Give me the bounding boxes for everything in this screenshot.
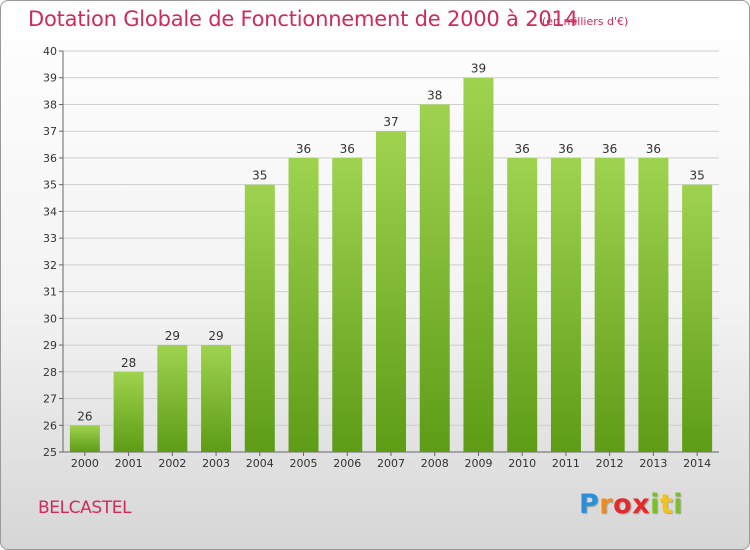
bar-2008 bbox=[419, 104, 450, 452]
logo-letter: P bbox=[579, 489, 600, 520]
x-tick-label: 2009 bbox=[464, 457, 492, 470]
x-tick-label: 2000 bbox=[71, 457, 99, 470]
bar-2013 bbox=[638, 157, 669, 452]
bar-2001 bbox=[113, 371, 144, 452]
y-tick-label: 37 bbox=[43, 125, 57, 138]
y-tick-label: 29 bbox=[43, 339, 57, 352]
bar-2002 bbox=[157, 345, 188, 452]
x-tick-label: 2001 bbox=[115, 457, 143, 470]
x-tick-label: 2010 bbox=[508, 457, 536, 470]
data-label: 36 bbox=[646, 142, 661, 156]
y-tick-label: 33 bbox=[43, 232, 57, 245]
proxiti-logo: Proxiti bbox=[579, 489, 683, 520]
bar-2004 bbox=[244, 184, 275, 452]
x-tick-label: 2013 bbox=[639, 457, 667, 470]
x-tick-label: 2003 bbox=[202, 457, 230, 470]
logo-letter: i bbox=[673, 489, 684, 520]
data-label: 29 bbox=[165, 329, 180, 343]
data-label: 26 bbox=[77, 409, 92, 423]
x-tick-label: 2004 bbox=[246, 457, 274, 470]
y-tick-label: 31 bbox=[43, 286, 57, 299]
logo-letter: i bbox=[650, 489, 660, 520]
y-tick-label: 25 bbox=[43, 446, 57, 459]
bar-2005 bbox=[288, 157, 319, 452]
bar-2003 bbox=[201, 345, 232, 452]
data-label: 37 bbox=[383, 115, 398, 129]
data-labels: 26 28 29 29 35 36 36 37 38 39 36 36 36 36 35 bbox=[77, 62, 705, 424]
y-tick-label: 27 bbox=[43, 393, 57, 406]
chart-unit: (en milliers d'€) bbox=[542, 15, 629, 28]
y-tick-label: 34 bbox=[43, 205, 57, 218]
bar-2006 bbox=[332, 157, 363, 452]
bar-2010 bbox=[507, 157, 538, 452]
y-tick-label: 32 bbox=[43, 259, 57, 272]
x-tick-label: 2007 bbox=[377, 457, 405, 470]
y-tick-label: 30 bbox=[43, 312, 57, 325]
x-tick-label: 2014 bbox=[683, 457, 711, 470]
bars bbox=[69, 77, 713, 452]
y-tick-label: 28 bbox=[43, 366, 57, 379]
x-tick-label: 2002 bbox=[158, 457, 186, 470]
data-label: 36 bbox=[296, 142, 311, 156]
y-tick-label: 39 bbox=[43, 72, 57, 85]
data-label: 28 bbox=[121, 356, 136, 370]
x-tick-label: 2011 bbox=[552, 457, 580, 470]
logo-letter: o bbox=[613, 489, 633, 520]
x-tick-label: 2008 bbox=[421, 457, 449, 470]
y-tick-label: 26 bbox=[43, 419, 57, 432]
data-label: 35 bbox=[252, 169, 267, 183]
y-tick-label: 38 bbox=[43, 98, 57, 111]
logo-letter: r bbox=[599, 489, 614, 520]
y-tick-label: 40 bbox=[43, 45, 57, 58]
y-tick-label: 36 bbox=[43, 152, 57, 165]
bar-2011 bbox=[550, 157, 581, 452]
data-label: 36 bbox=[558, 142, 573, 156]
chart-title: Dotation Globale de Fonctionnement de 20… bbox=[28, 7, 578, 31]
x-tick-label: 2005 bbox=[290, 457, 318, 470]
x-tick-label: 2006 bbox=[333, 457, 361, 470]
bar-2012 bbox=[594, 157, 625, 452]
data-label: 36 bbox=[515, 142, 530, 156]
logo-letter: t bbox=[659, 489, 674, 520]
x-tick-label: 2012 bbox=[596, 457, 624, 470]
bar-2000 bbox=[69, 425, 100, 452]
data-label: 38 bbox=[427, 88, 442, 102]
bar-2014 bbox=[682, 184, 713, 452]
bar-2007 bbox=[376, 131, 406, 452]
data-label: 36 bbox=[340, 142, 355, 156]
data-label: 39 bbox=[471, 62, 486, 76]
data-label: 36 bbox=[602, 142, 617, 156]
data-label: 29 bbox=[208, 329, 223, 343]
data-label: 35 bbox=[689, 169, 704, 183]
y-tick-label: 35 bbox=[43, 179, 57, 192]
bar-2009 bbox=[463, 77, 494, 452]
logo-letter: x bbox=[632, 489, 651, 520]
commune-name: BELCASTEL bbox=[38, 498, 132, 518]
